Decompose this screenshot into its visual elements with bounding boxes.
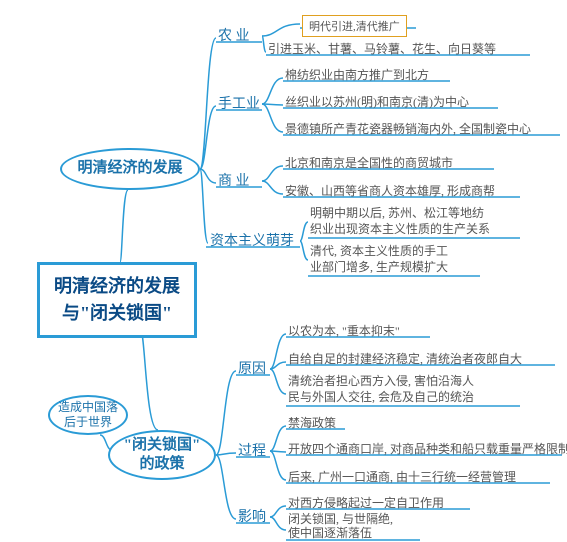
leaf-l7: 明朝中期以后, 苏州、松江等地纺 织业出现资本主义性质的生产关系 <box>310 206 490 237</box>
branch-agriculture: 农 业 <box>218 25 250 45</box>
title-line2: 与"闭关锁国" <box>54 300 180 327</box>
leaf-l16: 闭关锁国, 与世隔绝, 使中国逐渐落伍 <box>288 513 393 541</box>
side-oval: 造成中国落 后于世界 <box>48 395 128 435</box>
branch-process: 过程 <box>238 440 266 460</box>
upper-oval: 明清经济的发展 <box>60 148 200 190</box>
branch-handicraft: 手工业 <box>218 93 260 113</box>
center-title: 明清经济的发展 与"闭关锁国" <box>37 262 197 338</box>
branch-reason: 原因 <box>238 358 266 378</box>
leaf-l9: 以农为本, "重本抑末" <box>288 322 400 339</box>
lower-oval: "闭关锁国" 的政策 <box>108 430 216 480</box>
branch-capitalism: 资本主义萌芽 <box>210 230 294 250</box>
leaf-l8: 清代, 资本主义性质的手工 业部门增多, 生产规模扩大 <box>310 244 448 275</box>
leaf-l15: 对西方侵略起过一定自卫作用 <box>288 494 444 511</box>
title-line1: 明清经济的发展 <box>54 273 180 300</box>
branch-effect: 影响 <box>238 506 266 526</box>
leaf-l3: 丝织业以苏州(明)和南京(清)为中心 <box>285 93 469 110</box>
leaf-l12: 禁海政策 <box>288 414 336 431</box>
leaf-l10: 自给自足的封建经济稳定, 清统治者夜郎自大 <box>288 350 522 367</box>
leaf-l11: 清统治者担心西方入侵, 害怕沿海人 民与外国人交往, 会危及自己的统治 <box>288 374 474 405</box>
leaf-l2: 棉纺织业由南方推广到北方 <box>285 66 429 83</box>
leaf-l4: 景德镇所产青花瓷器畅销海内外, 全国制瓷中心 <box>285 120 531 137</box>
branch-commerce: 商 业 <box>218 170 250 190</box>
leaf-l5: 北京和南京是全国性的商贸城市 <box>285 154 453 171</box>
note-box: 明代引进,清代推广 <box>302 15 407 37</box>
leaf-l1: 引进玉米、甘薯、马铃薯、花生、向日葵等 <box>268 40 496 57</box>
leaf-l13: 开放四个通商口岸, 对商品种类和船只载重量严格限制 <box>288 440 567 457</box>
leaf-l14: 后来, 广州一口通商, 由十三行统一经营管理 <box>288 468 516 485</box>
leaf-l6: 安徽、山西等省商人资本雄厚, 形成商帮 <box>285 182 495 199</box>
